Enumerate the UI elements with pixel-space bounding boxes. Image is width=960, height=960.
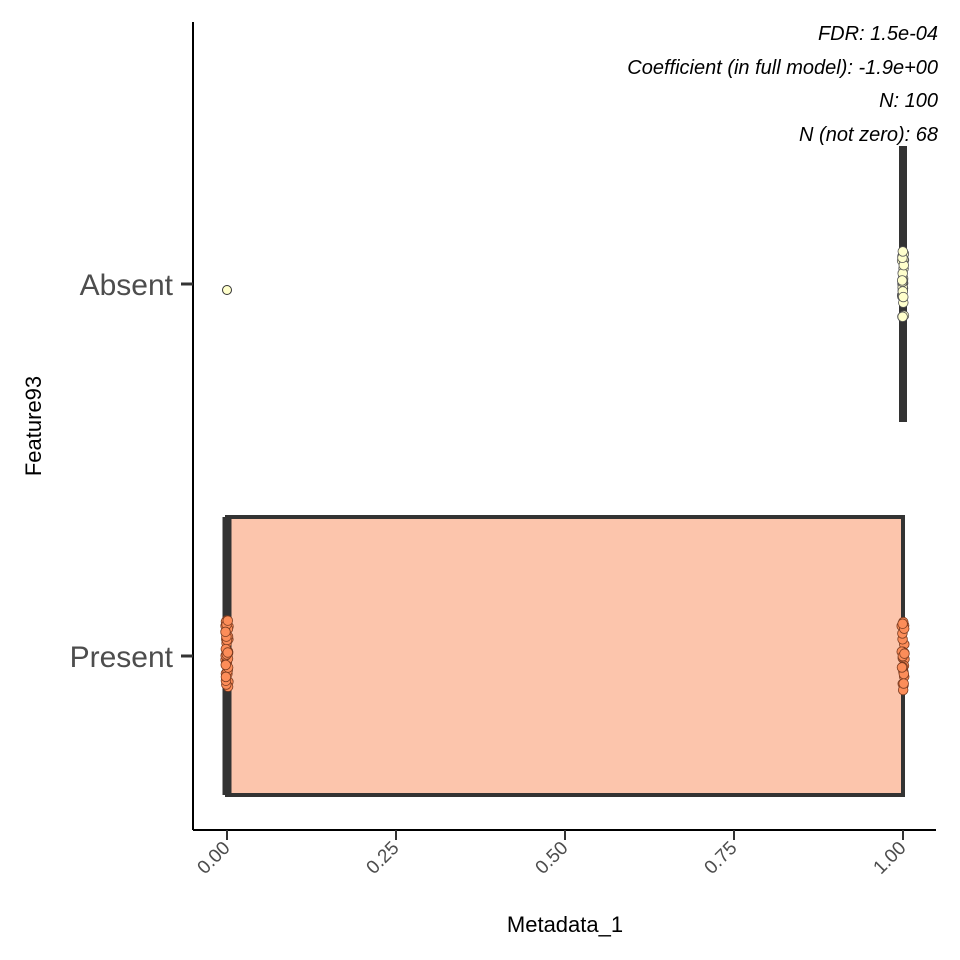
outlier-point-absent-0 bbox=[222, 285, 232, 295]
annotation-fdr: FDR: 1.5e-04 bbox=[818, 23, 938, 45]
annotation-coefficient: Coefficient (in full model): -1.9e+00 bbox=[627, 57, 938, 79]
box-present bbox=[225, 515, 905, 797]
axes: Absent Present 0.00 0.25 0.50 0.75 1.00 bbox=[70, 22, 936, 879]
data-point-present-1-24 bbox=[898, 678, 909, 689]
x-tick-label-2: 0.50 bbox=[532, 838, 573, 879]
y-tick-label-absent: Absent bbox=[80, 269, 174, 302]
data-point-absent-30 bbox=[897, 311, 908, 322]
data-point-present-0-33 bbox=[220, 671, 232, 683]
x-tick-label-3: 0.75 bbox=[701, 838, 742, 879]
data-point-present-1-26 bbox=[899, 648, 910, 659]
annotations: FDR: 1.5e-04 Coefficient (in full model)… bbox=[627, 23, 938, 146]
data-point-present-1-27 bbox=[896, 662, 908, 673]
data-point-absent-28 bbox=[897, 246, 909, 257]
x-tick-label-1: 0.25 bbox=[363, 838, 404, 879]
data-point-absent-27 bbox=[896, 275, 908, 286]
data-point-present-0-34 bbox=[220, 626, 231, 638]
data-point-absent-29 bbox=[898, 291, 909, 303]
x-tick-label-4: 1.00 bbox=[870, 838, 911, 879]
data-point-present-0-35 bbox=[220, 659, 231, 671]
plot-area bbox=[220, 146, 910, 797]
data-point-present-1-25 bbox=[897, 618, 908, 629]
y-tick-label-present: Present bbox=[70, 641, 174, 674]
y-axis-title: Feature93 bbox=[21, 376, 46, 476]
annotation-n: N: 100 bbox=[879, 90, 938, 112]
x-axis-title: Metadata_1 bbox=[507, 912, 623, 937]
annotation-n-not-zero: N (not zero): 68 bbox=[799, 124, 938, 146]
x-tick-label-0: 0.00 bbox=[194, 838, 235, 879]
data-point-present-0-38 bbox=[222, 615, 233, 626]
data-point-present-0-39 bbox=[222, 647, 233, 658]
